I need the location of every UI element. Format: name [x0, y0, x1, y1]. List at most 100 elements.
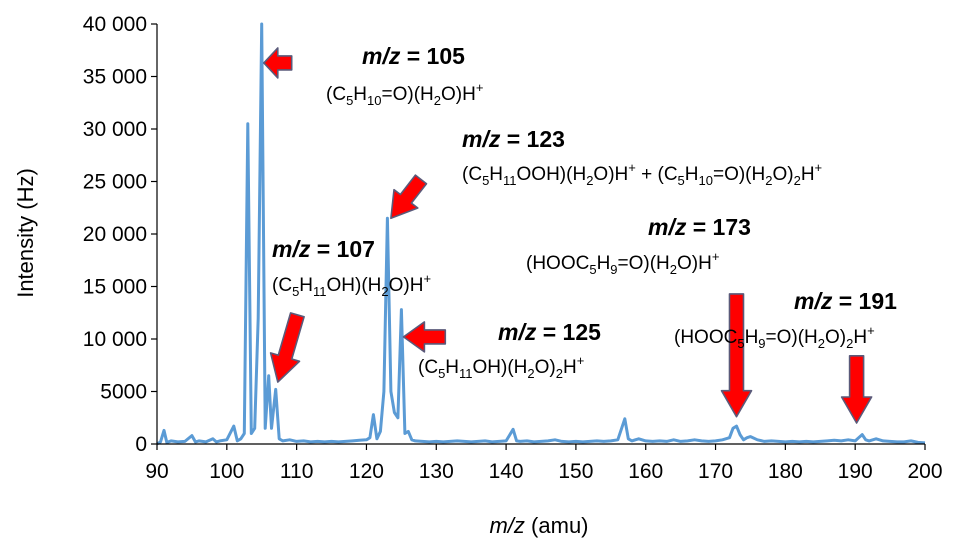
formula-part: OOH)(H: [517, 164, 587, 185]
spectrum-line: [156, 22, 926, 446]
x-tick-label: 150: [558, 460, 593, 483]
x-tick-label: 200: [907, 460, 942, 483]
formula-part: O): [535, 357, 556, 378]
formula-part: H: [299, 275, 313, 296]
annotation-heading-value: = 125: [536, 319, 601, 345]
formula-part: +: [628, 160, 636, 175]
formula-part: 2: [434, 93, 441, 108]
annotation-formula-mz173: (HOOC5H9=O)(H2O)H+: [526, 249, 719, 277]
annotation-formula-mz123: (C5H11OOH)(H2O)H+ + (C5H10=O)(H2O)2H+: [462, 160, 822, 188]
formula-part: +: [476, 80, 484, 95]
formula-part: O)H: [593, 164, 628, 185]
formula-part: O): [772, 164, 793, 185]
formula-part: 5: [292, 284, 299, 299]
formula-part: O)H: [677, 253, 712, 274]
axes: 0 5000 10 000 15 000 20 000 25 000 30 000 35 00…: [83, 13, 943, 483]
formula-part: O)H: [441, 84, 476, 105]
annotation-formula-mz105: (C5H10=O)(H2O)H+: [326, 80, 483, 108]
arrow-mz173: [720, 293, 753, 418]
annotation-heading-italic: m/z: [794, 288, 833, 314]
y-tick-label: 35 000: [83, 66, 147, 89]
y-tick-label: 5000: [100, 381, 147, 404]
formula-part: 5: [737, 336, 744, 351]
x-tick-label: 140: [489, 460, 524, 483]
formula-part: =O)(H: [713, 164, 765, 185]
formula-part: H: [445, 357, 459, 378]
formula-part: H: [597, 253, 611, 274]
formula-part: +: [577, 353, 585, 368]
formula-part: 11: [459, 366, 473, 381]
annotation-formula-mz125: (C5H11OH)(H2O)2H+: [418, 353, 584, 381]
formula-part: (C: [272, 275, 292, 296]
formula-part: 2: [670, 262, 677, 277]
arrow-mz125: [402, 321, 447, 353]
formula-part: H: [801, 164, 815, 185]
annotation-heading-mz125: m/z = 125: [498, 319, 601, 345]
x-tick-label: 90: [145, 460, 168, 483]
formula-part: 2: [794, 173, 801, 188]
formula-part: 2: [846, 336, 853, 351]
x-tick-label: 170: [698, 460, 733, 483]
formula-part: (C: [326, 84, 346, 105]
formula-part: +: [867, 323, 875, 338]
y-tick-label: 25 000: [83, 171, 147, 194]
formula-part: 5: [482, 173, 489, 188]
annotation-heading-value: = 105: [400, 43, 465, 69]
annotation-heading-mz173: m/z = 173: [648, 214, 751, 240]
annotation-heading-italic: m/z: [272, 236, 311, 262]
x-axis-title-italic: m/z: [489, 513, 524, 538]
arrow-mz105: [262, 47, 293, 79]
formula-part: 5: [438, 366, 445, 381]
formula-part: 2: [527, 366, 534, 381]
x-tick-label: 130: [419, 460, 454, 483]
y-tick-label: 30 000: [83, 118, 147, 141]
x-tick-label: 190: [838, 460, 873, 483]
annotation-heading-mz123: m/z = 123: [462, 126, 565, 152]
x-tick-label: 180: [768, 460, 803, 483]
annotation-heading-mz105: m/z = 105: [362, 43, 465, 69]
annotation-heading-italic: m/z: [498, 319, 537, 345]
x-tick-label: 160: [628, 460, 663, 483]
formula-part: 11: [313, 284, 327, 299]
annotation-heading-value: = 107: [310, 236, 375, 262]
x-axis-title-unit: (amu): [525, 513, 589, 538]
formula-part: (HOOC: [674, 327, 737, 348]
formula-part: OH)(H: [327, 275, 382, 296]
formula-part: O): [825, 327, 846, 348]
formula-part: (HOOC: [526, 253, 589, 274]
annotation-heading-italic: m/z: [648, 214, 687, 240]
formula-part: OH)(H: [473, 357, 528, 378]
formula-part: 2: [586, 173, 593, 188]
annotation-labels: m/z = 105(C5H10=O)(H2O)H+m/z = 123(C5H11…: [272, 43, 897, 381]
annotation-formula-mz107: (C5H11OH)(H2O)H+: [272, 271, 431, 299]
formula-part: +: [423, 271, 431, 286]
annotation-heading-mz107: m/z = 107: [272, 236, 375, 262]
x-tick-label: 120: [349, 460, 384, 483]
annotation-heading-value: = 123: [500, 126, 565, 152]
annotation-formula-mz191: (HOOC5H9=O)(H2O)2H+: [674, 323, 875, 351]
annotation-heading-mz191: m/z = 191: [794, 288, 897, 314]
formula-part: H: [563, 357, 577, 378]
formula-part: =O)(H: [618, 253, 670, 274]
annotation-arrows: [262, 47, 873, 424]
formula-part: 2: [556, 366, 563, 381]
arrow-mz123: [390, 174, 428, 220]
formula-part: =O)(H: [766, 327, 818, 348]
y-axis-title: Intensity (Hz): [13, 168, 38, 298]
formula-part: 10: [699, 173, 713, 188]
y-tick-label: 0: [135, 433, 147, 456]
formula-part: 5: [678, 173, 685, 188]
y-tick-label: 20 000: [83, 223, 147, 246]
formula-part: O)H: [389, 275, 424, 296]
formula-part: 9: [610, 262, 617, 277]
formula-part: 5: [346, 93, 353, 108]
formula-part: H: [353, 84, 367, 105]
arrow-mz107: [269, 312, 305, 383]
formula-part: 11: [503, 173, 517, 188]
formula-part: 2: [381, 284, 388, 299]
annotation-heading-value: = 173: [686, 214, 751, 240]
spectrum-series: [156, 22, 926, 446]
arrow-mz191: [840, 354, 873, 424]
x-tick-label: 100: [209, 460, 244, 483]
